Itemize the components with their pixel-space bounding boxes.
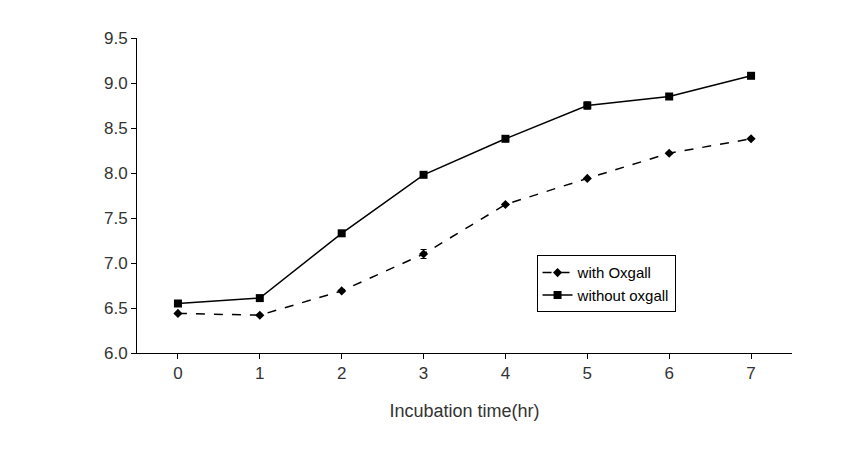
svg-text:7.0: 7.0 bbox=[104, 254, 128, 273]
svg-text:6: 6 bbox=[664, 364, 673, 383]
svg-text:1: 1 bbox=[255, 364, 264, 383]
svg-text:8.5: 8.5 bbox=[104, 119, 128, 138]
svg-text:9.0: 9.0 bbox=[104, 74, 128, 93]
svg-text:2: 2 bbox=[337, 364, 346, 383]
svg-text:5: 5 bbox=[583, 364, 592, 383]
svg-text:6.0: 6.0 bbox=[104, 344, 128, 363]
svg-text:8.0: 8.0 bbox=[104, 164, 128, 183]
svg-text:without oxgall: without oxgall bbox=[577, 287, 669, 304]
svg-text:7: 7 bbox=[746, 364, 755, 383]
svg-text:6.5: 6.5 bbox=[104, 299, 128, 318]
svg-text:Incubation time(hr): Incubation time(hr) bbox=[389, 401, 539, 421]
svg-text:9.5: 9.5 bbox=[104, 29, 128, 48]
svg-text:3: 3 bbox=[419, 364, 428, 383]
svg-text:with Oxgall: with Oxgall bbox=[577, 264, 651, 281]
svg-text:4: 4 bbox=[501, 364, 510, 383]
svg-text:7.5: 7.5 bbox=[104, 209, 128, 228]
svg-text:0: 0 bbox=[173, 364, 182, 383]
